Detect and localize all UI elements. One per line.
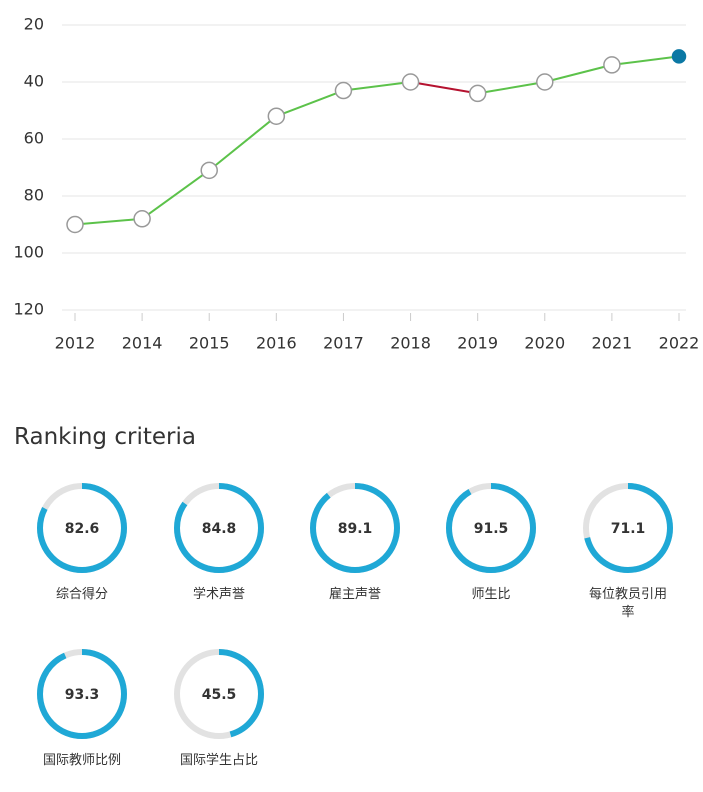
section-title: Ranking criteria (14, 424, 196, 450)
rank-chart: 20 40 60 80 100 120 2012 2014 2015 2016 2017 2018 20… (13, 15, 700, 353)
criteria-item: 91.5 师生比 (436, 480, 546, 604)
criteria-item: 45.5 国际学生占比 (164, 646, 274, 770)
x-tick-label: 2019 (457, 334, 498, 353)
gauge-arc (174, 649, 264, 739)
line-segment (611, 55, 680, 66)
gauge-value: 91.5 (474, 521, 509, 537)
gauge-value: 89.1 (338, 521, 373, 537)
gauge-value: 93.3 (65, 687, 100, 703)
gauge-value: 45.5 (202, 687, 237, 703)
gauge: 89.1 (310, 483, 400, 573)
criteria-label: 国际教师比例 (42, 753, 121, 768)
x-tick-label: 2017 (323, 334, 364, 353)
criteria-item: 82.6 综合得分 (27, 480, 137, 604)
gauge-value: 84.8 (202, 521, 237, 537)
point-marker (671, 49, 687, 64)
criteria-label: 每位教员引用率 (588, 587, 667, 620)
point-marker (200, 161, 218, 180)
gauge-arc (446, 483, 536, 573)
gauge-arc (37, 649, 127, 739)
y-tick-label: 80 (24, 186, 44, 205)
criteria-item: 89.1 雇主声誉 (300, 480, 410, 604)
gauge-value: 71.1 (611, 521, 646, 537)
point-marker (536, 73, 554, 91)
x-tick-label: 2012 (55, 334, 96, 353)
gauge-arc (174, 483, 264, 573)
gauge: 84.8 (174, 483, 264, 573)
gauge-value: 82.6 (65, 521, 100, 537)
gauge: 93.3 (37, 649, 127, 739)
line-segment (141, 169, 210, 220)
x-tick-label: 2018 (390, 334, 431, 353)
x-tick-label: 2016 (256, 334, 297, 353)
criteria-label: 学术声誉 (192, 587, 245, 602)
x-tick-label: 2015 (189, 334, 230, 353)
criteria-label: 师生比 (471, 587, 511, 602)
line-segment (477, 81, 545, 95)
criteria-label: 雇主声誉 (328, 587, 381, 602)
point-marker (603, 56, 621, 74)
y-tick-label: 120 (13, 300, 44, 319)
y-tick-label: 20 (24, 15, 44, 34)
x-tick-label: 2014 (122, 334, 163, 353)
point-marker (401, 73, 420, 91)
y-tick-label: 100 (13, 243, 44, 262)
y-tick-label: 40 (24, 72, 44, 91)
line-segment (275, 89, 344, 118)
criteria-item: 84.8 学术声誉 (164, 480, 274, 604)
gauge-arc (310, 483, 400, 573)
point-marker (468, 84, 487, 103)
y-tick-label: 60 (24, 129, 44, 148)
criteria-label: 国际学生占比 (179, 753, 258, 768)
criteria-label: 综合得分 (55, 587, 108, 602)
x-tick-label: 2020 (524, 334, 565, 353)
point-marker (66, 215, 84, 234)
line-segment (544, 63, 613, 83)
point-marker (267, 107, 286, 125)
gauge: 82.6 (37, 483, 127, 573)
criteria-item: 71.1 每位教员引用率 (573, 480, 683, 622)
gauge-arc (37, 483, 127, 573)
point-marker (334, 81, 353, 100)
gauge: 71.1 (583, 483, 673, 573)
line-segment (410, 81, 478, 95)
point-marker (133, 210, 151, 228)
gauge: 91.5 (446, 483, 536, 573)
gauge-arc (583, 483, 673, 573)
line-segment (208, 115, 277, 172)
line-segment (343, 81, 411, 92)
gauge: 45.5 (174, 649, 264, 739)
x-tick-label: 2021 (592, 334, 633, 353)
x-tick-label: 2022 (659, 334, 700, 353)
line-segment (74, 217, 143, 226)
criteria-item: 93.3 国际教师比例 (27, 646, 137, 770)
